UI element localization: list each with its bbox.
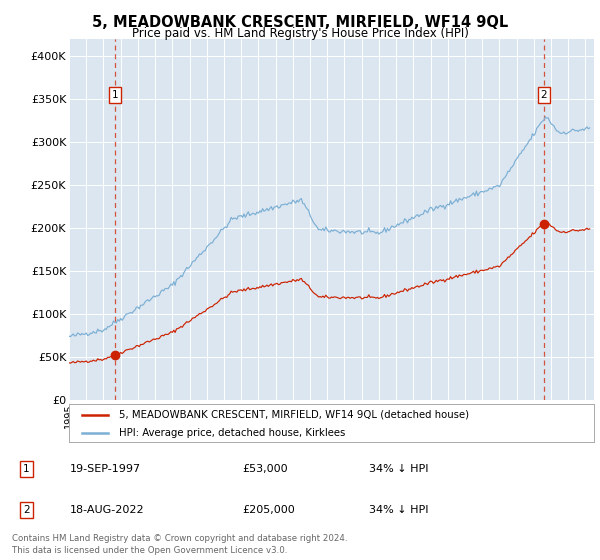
Text: This data is licensed under the Open Government Licence v3.0.: This data is licensed under the Open Gov… <box>12 546 287 555</box>
Text: 1: 1 <box>23 464 30 474</box>
Text: HPI: Average price, detached house, Kirklees: HPI: Average price, detached house, Kirk… <box>119 428 345 438</box>
Text: 5, MEADOWBANK CRESCENT, MIRFIELD, WF14 9QL (detached house): 5, MEADOWBANK CRESCENT, MIRFIELD, WF14 9… <box>119 409 469 419</box>
Text: 2: 2 <box>23 505 30 515</box>
Text: 5, MEADOWBANK CRESCENT, MIRFIELD, WF14 9QL: 5, MEADOWBANK CRESCENT, MIRFIELD, WF14 9… <box>92 15 508 30</box>
Text: Price paid vs. HM Land Registry's House Price Index (HPI): Price paid vs. HM Land Registry's House … <box>131 27 469 40</box>
Text: 34% ↓ HPI: 34% ↓ HPI <box>369 464 428 474</box>
Text: 19-SEP-1997: 19-SEP-1997 <box>70 464 141 474</box>
Text: Contains HM Land Registry data © Crown copyright and database right 2024.: Contains HM Land Registry data © Crown c… <box>12 534 347 543</box>
Text: 1: 1 <box>112 90 118 100</box>
Text: 2: 2 <box>541 90 547 100</box>
Text: £53,000: £53,000 <box>242 464 288 474</box>
Text: 34% ↓ HPI: 34% ↓ HPI <box>369 505 428 515</box>
Text: 18-AUG-2022: 18-AUG-2022 <box>70 505 144 515</box>
Text: £205,000: £205,000 <box>242 505 295 515</box>
